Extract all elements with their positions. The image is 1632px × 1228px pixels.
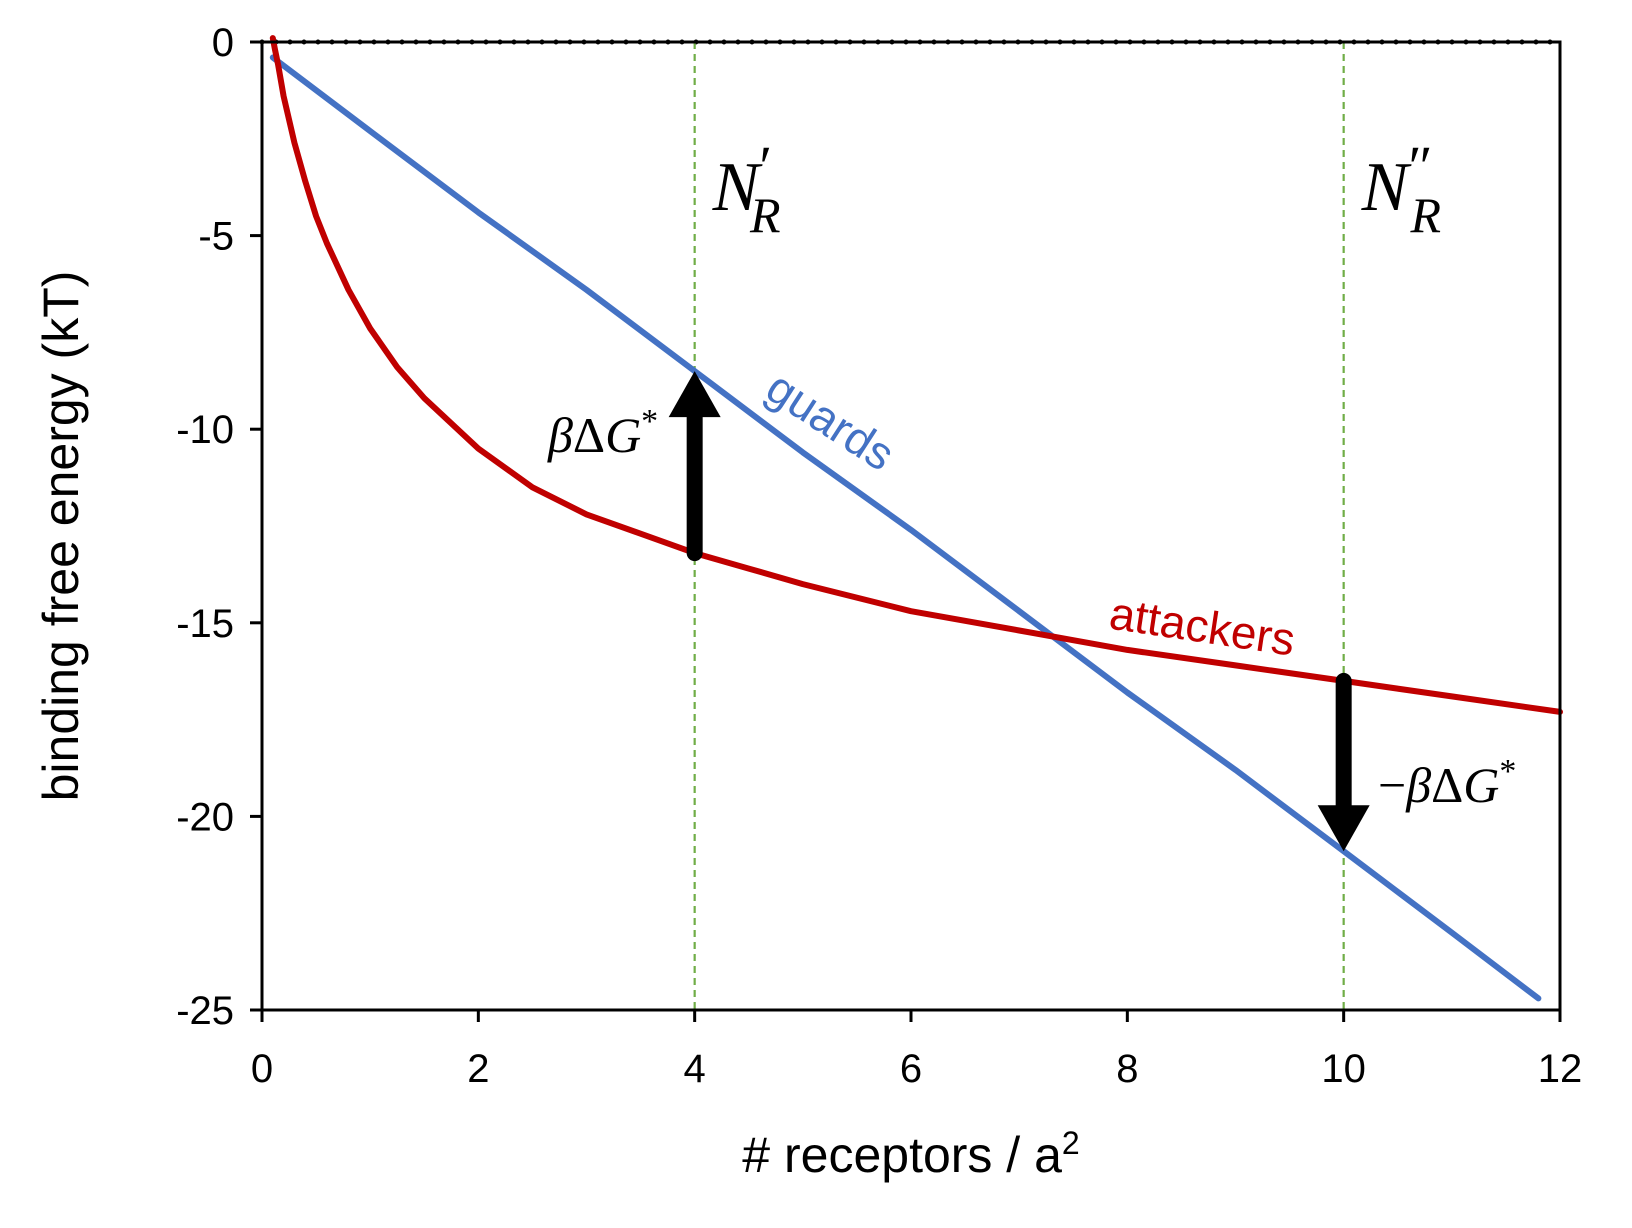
x-tick-label: 8 [1116,1047,1138,1091]
annotation-arrow-head-1 [1317,805,1370,852]
y-tick-label: -15 [176,602,234,646]
annotation-label-1: −βΔG* [1378,753,1516,813]
x-tick-label: 12 [1538,1047,1583,1091]
y-tick-label: -20 [176,795,234,839]
series-line-attackers [269,35,1563,715]
annotation-label-0: βΔG* [547,403,658,463]
y-tick-label: -10 [176,408,234,452]
x-tick-label: 0 [251,1047,273,1091]
y-tick-label: 0 [212,21,234,65]
series-layer [269,35,1563,1002]
x-tick-label: 10 [1321,1047,1366,1091]
vertical-marker-label-1: N″ R [1361,134,1441,243]
y-axis-title: binding free energy (kT) [33,271,89,802]
y-axis-ticks: 0 -5 -10 -15 -20 -25 [176,21,262,1033]
x-tick-label: 6 [900,1047,922,1091]
vertical-marker-layer [693,42,1345,1010]
x-axis-title: # receptors / a2 [742,1125,1079,1183]
vertical-marker-label-0: N′ R [712,134,781,243]
annotation-arrow-head-0 [668,371,721,418]
series-label-guards: guards [758,360,904,480]
x-axis-ticks: 0 2 4 6 8 10 12 [251,1010,1582,1091]
x-tick-label: 2 [467,1047,489,1091]
y-tick-label: -5 [198,215,234,259]
series-line-guards [269,54,1542,1002]
annotation-arrow-layer [668,371,1370,852]
x-tick-label: 4 [684,1047,706,1091]
y-tick-label: -25 [176,989,234,1033]
